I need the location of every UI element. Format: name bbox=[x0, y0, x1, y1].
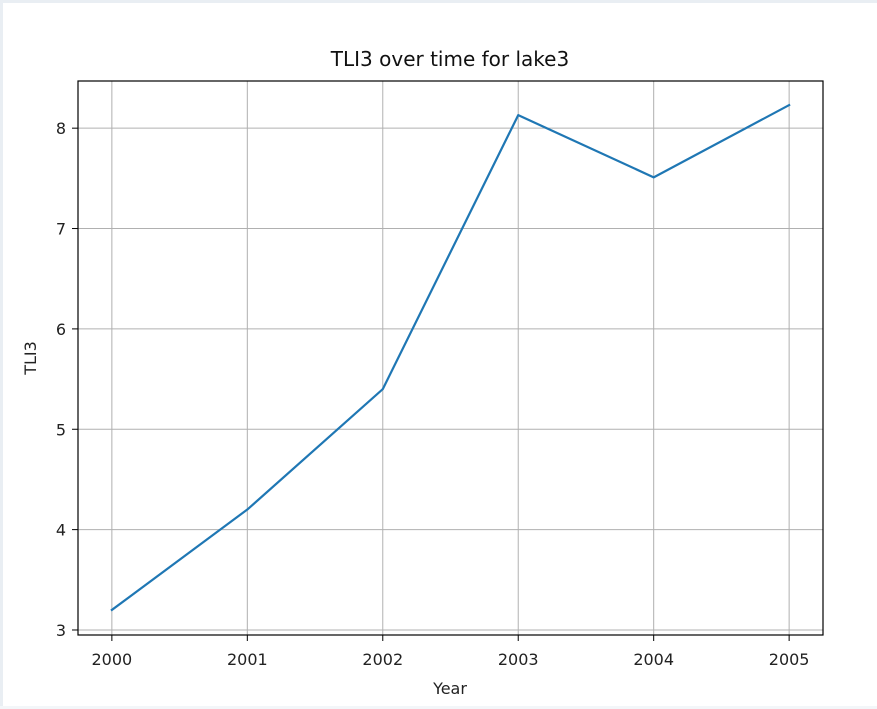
y-tick-label: 4 bbox=[56, 521, 66, 540]
series-group bbox=[112, 105, 789, 610]
x-axis-label: Year bbox=[432, 679, 467, 698]
series-line bbox=[112, 105, 789, 610]
y-axis-label: TLI3 bbox=[21, 341, 40, 376]
y-tick-label: 3 bbox=[56, 621, 66, 640]
line-chart: 2000 2001 2002 2003 2004 2005 3 4 5 6 7 8 TLI3 over… bbox=[3, 3, 877, 709]
y-tick-label: 7 bbox=[56, 220, 66, 239]
y-tick-label: 8 bbox=[56, 119, 66, 138]
chart-title: TLI3 over time for lake3 bbox=[330, 47, 569, 71]
y-tick-label: 6 bbox=[56, 320, 66, 339]
x-tick-label: 2002 bbox=[362, 650, 403, 669]
x-tick-label: 2001 bbox=[227, 650, 268, 669]
axis-ticks: 2000 2001 2002 2003 2004 2005 3 4 5 6 7 8 bbox=[56, 119, 810, 669]
x-tick-label: 2004 bbox=[633, 650, 674, 669]
x-tick-label: 2000 bbox=[92, 650, 133, 669]
x-tick-label: 2005 bbox=[769, 650, 810, 669]
x-tick-label: 2003 bbox=[498, 650, 539, 669]
y-tick-label: 5 bbox=[56, 420, 66, 439]
